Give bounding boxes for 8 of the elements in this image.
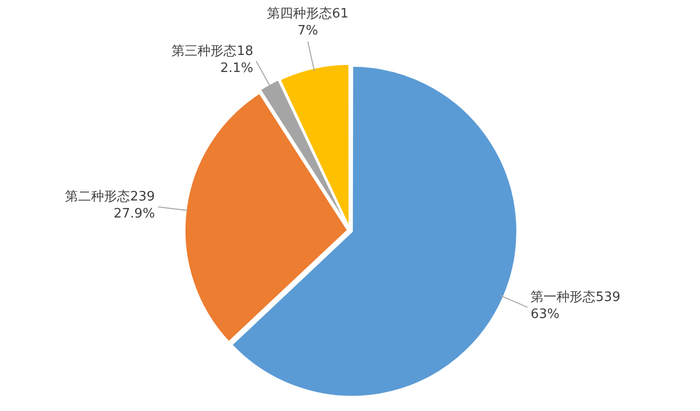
slice-label: 第四种形态61	[267, 6, 349, 22]
data-label: 27.9%	[114, 206, 155, 222]
data-label: 2.1%	[220, 61, 254, 76]
slice-label: 第三种形态18	[172, 44, 254, 60]
data-label: 7%	[297, 24, 318, 39]
data-label: 63%	[530, 307, 560, 322]
slice-label: 第二种形态239	[65, 190, 155, 205]
slice-label: 第一种形态539	[530, 290, 620, 306]
